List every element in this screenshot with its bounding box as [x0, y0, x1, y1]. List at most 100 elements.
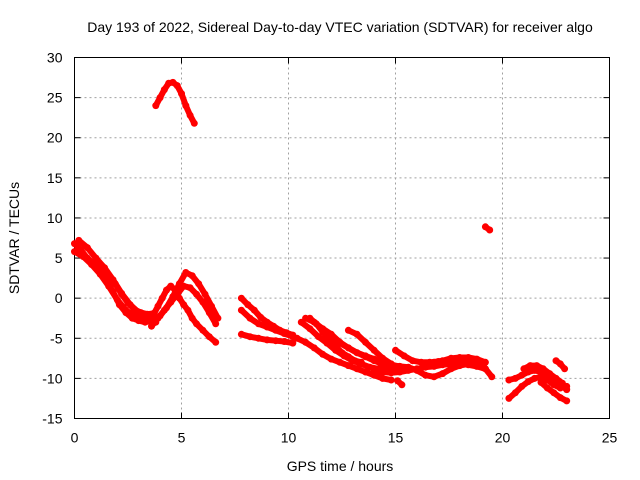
y-tick-label: 20: [47, 130, 63, 146]
data-point: [263, 318, 271, 326]
data-point: [518, 371, 526, 379]
data-point: [156, 312, 164, 320]
data-point: [83, 244, 91, 252]
data-point: [88, 261, 96, 268]
data-point: [163, 304, 170, 312]
series-arc-21: [430, 354, 489, 366]
data-point: [310, 344, 318, 352]
data-point: [481, 358, 489, 366]
data-point: [353, 365, 361, 373]
series-line: [157, 269, 221, 322]
data-point: [214, 314, 222, 322]
data-point: [464, 360, 472, 368]
data-point: [272, 337, 280, 345]
data-point: [293, 334, 301, 342]
data-point: [263, 336, 271, 344]
data-point: [199, 298, 207, 306]
x-tick-label: 25: [602, 430, 618, 446]
data-point: [447, 354, 455, 362]
data-point: [302, 338, 310, 346]
data-point: [543, 376, 551, 384]
data-point: [464, 354, 472, 361]
data-point: [422, 371, 429, 379]
data-point: [188, 314, 196, 322]
data-point: [79, 253, 87, 260]
series-arc-20: [396, 360, 489, 381]
data-point: [362, 368, 369, 376]
series-arc-27: [537, 378, 571, 405]
data-point: [199, 326, 207, 334]
data-point: [280, 338, 288, 345]
data-point: [473, 362, 481, 370]
series-arc-26: [520, 362, 566, 387]
data-point: [409, 357, 417, 365]
y-tick-label: 10: [47, 210, 63, 226]
data-point: [511, 389, 519, 397]
series-arc-22: [394, 377, 406, 389]
data-point: [387, 369, 395, 377]
data-point: [237, 294, 245, 302]
data-point: [344, 344, 352, 352]
x-tick-label: 20: [495, 430, 511, 446]
data-point: [537, 373, 545, 381]
data-point: [160, 86, 168, 94]
x-tick-label: 0: [71, 430, 79, 446]
data-point: [430, 358, 438, 366]
data-point: [212, 320, 220, 328]
series-arc-11: [237, 294, 297, 339]
series-arc-7: [156, 269, 222, 322]
data-point: [193, 290, 200, 298]
data-point: [173, 82, 181, 90]
series-arc-8: [152, 78, 198, 127]
data-point: [550, 389, 558, 397]
data-point: [396, 362, 404, 370]
data-point: [135, 309, 143, 317]
chart-title: Day 193 of 2022, Sidereal Day-to-day VTE…: [87, 19, 593, 35]
data-point: [537, 378, 545, 386]
data-point: [456, 354, 464, 361]
data-point: [118, 289, 126, 297]
data-point: [182, 269, 190, 276]
data-point: [201, 290, 209, 298]
data-point: [558, 379, 566, 387]
x-tick-label: 5: [178, 430, 186, 446]
series-line: [75, 237, 159, 326]
data-point: [404, 363, 412, 371]
series-arc-28: [552, 357, 569, 373]
y-tick-label: -15: [42, 411, 62, 427]
data-point: [158, 294, 166, 302]
y-tick-label: 25: [47, 90, 63, 106]
data-point: [237, 306, 245, 314]
data-point: [344, 362, 352, 370]
y-tick-label: 0: [55, 290, 63, 306]
data-point: [113, 296, 121, 304]
data-point: [370, 366, 378, 374]
data-point: [178, 90, 185, 98]
data-point: [379, 368, 387, 376]
data-point: [250, 306, 258, 314]
data-point: [417, 358, 425, 366]
x-axis-label: GPS time / hours: [287, 458, 394, 474]
data-point: [71, 248, 78, 256]
data-point: [190, 119, 198, 127]
data-point: [488, 373, 496, 381]
y-tick-label: 5: [55, 250, 63, 266]
data-point: [486, 226, 494, 234]
data-point: [531, 374, 539, 382]
data-point: [524, 378, 532, 386]
y-axis-label: SDTVAR / TECUs: [6, 182, 22, 294]
data-point: [156, 94, 164, 102]
y-axis-tick-labels: -15 -10 -5 0 5 10 15 20 25 30: [42, 50, 62, 427]
data-point: [338, 349, 346, 357]
data-point: [556, 360, 564, 368]
data-point: [563, 397, 571, 405]
data-point: [257, 313, 265, 321]
data-point: [430, 373, 438, 381]
series-arc-12: [293, 334, 395, 384]
data-point: [543, 384, 551, 392]
data-point: [353, 349, 361, 357]
data-point: [315, 333, 322, 341]
data-point: [344, 326, 352, 334]
data-point: [75, 236, 83, 244]
data-point: [92, 254, 100, 262]
